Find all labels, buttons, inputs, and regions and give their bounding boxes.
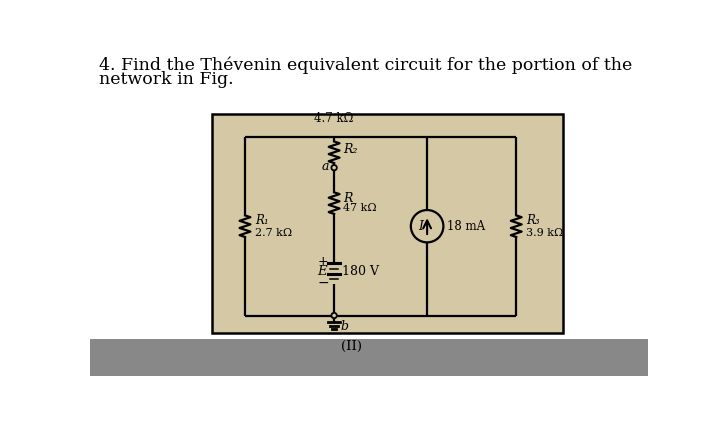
Text: R: R xyxy=(343,192,353,205)
Text: I: I xyxy=(418,220,423,233)
Text: 18 mA: 18 mA xyxy=(447,220,485,233)
Text: R₂: R₂ xyxy=(343,143,358,157)
Text: a: a xyxy=(322,160,329,173)
Text: 4. Find the Thévenin equivalent circuit for the portion of the: 4. Find the Thévenin equivalent circuit … xyxy=(99,56,633,73)
Text: 3.9 kΩ: 3.9 kΩ xyxy=(526,228,564,238)
Text: −: − xyxy=(318,276,329,290)
Text: 180 V: 180 V xyxy=(342,265,379,278)
Text: R₁: R₁ xyxy=(255,214,269,227)
Bar xyxy=(212,114,563,333)
Bar xyxy=(90,338,648,376)
Text: 2.7 kΩ: 2.7 kΩ xyxy=(255,228,292,238)
Text: R₃: R₃ xyxy=(526,214,540,227)
Text: network in Fig.: network in Fig. xyxy=(99,70,234,88)
Text: (II): (II) xyxy=(341,340,361,353)
Text: 47 kΩ: 47 kΩ xyxy=(343,203,377,214)
Text: +: + xyxy=(318,255,328,268)
Text: E: E xyxy=(317,265,327,278)
Text: b: b xyxy=(341,320,348,333)
Circle shape xyxy=(331,165,337,170)
Text: 4.7 kΩ: 4.7 kΩ xyxy=(315,111,354,124)
Circle shape xyxy=(331,313,337,318)
